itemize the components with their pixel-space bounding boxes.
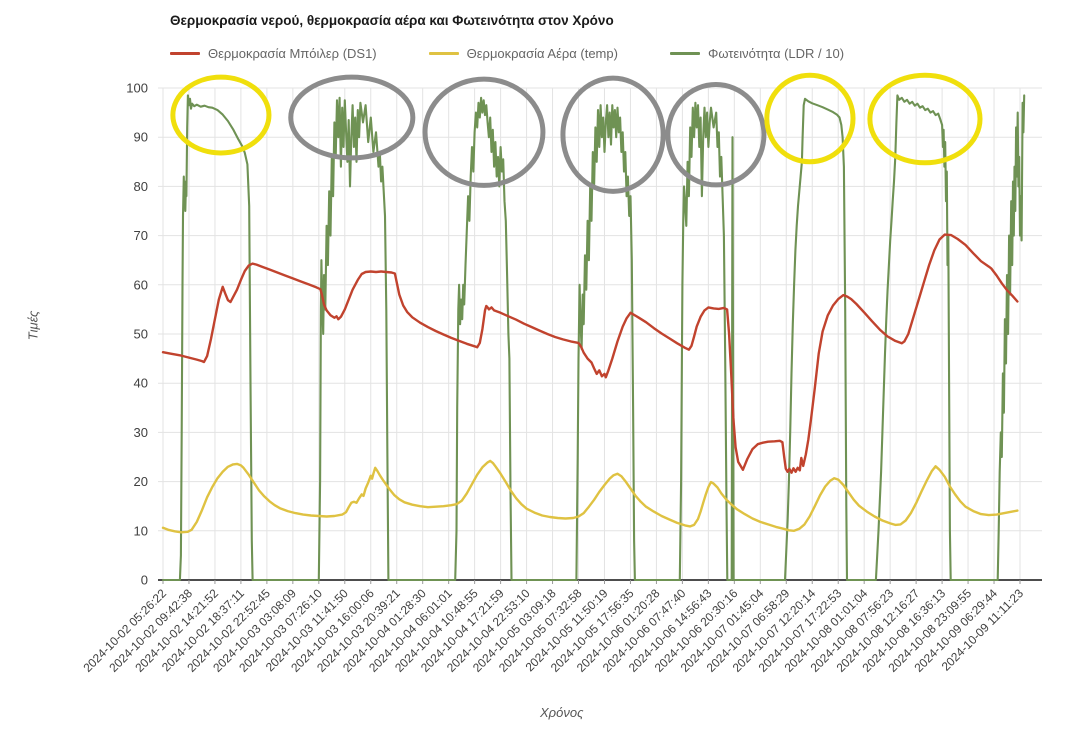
y-tick-label: 0 bbox=[141, 573, 148, 588]
legend-label: Φωτεινότητα (LDR / 10) bbox=[707, 46, 845, 61]
y-tick-label: 90 bbox=[134, 130, 148, 145]
y-tick-label: 50 bbox=[134, 327, 148, 342]
chart-legend: Θερμοκρασία Μπόιλερ (DS1) Θερμοκρασία Αέ… bbox=[170, 46, 844, 61]
legend-line-icon bbox=[170, 52, 200, 55]
y-tick-label: 70 bbox=[134, 228, 148, 243]
annotation-circle bbox=[560, 75, 666, 194]
legend-label: Θερμοκρασία Αέρα (temp) bbox=[466, 46, 618, 61]
annotation-circle bbox=[665, 82, 767, 188]
y-tick-label: 80 bbox=[134, 179, 148, 194]
annotation-circle bbox=[288, 74, 416, 161]
annotation-circle bbox=[422, 76, 546, 188]
series-line-light bbox=[161, 94, 1026, 582]
y-tick-label: 20 bbox=[134, 474, 148, 489]
annotation-circle bbox=[867, 72, 983, 166]
chart-title: Θερμοκρασία νερού, θερμοκρασία αέρα και … bbox=[170, 13, 614, 28]
legend-line-icon bbox=[669, 52, 700, 55]
annotation-circle bbox=[170, 74, 272, 156]
series-line-air bbox=[161, 459, 1019, 534]
legend-item-boiler: Θερμοκρασία Μπόιλερ (DS1) bbox=[170, 46, 377, 61]
y-tick-label: 40 bbox=[134, 376, 148, 391]
y-tick-label: 100 bbox=[126, 81, 148, 96]
x-axis-title: Χρόνος bbox=[540, 705, 584, 720]
series-line-boiler bbox=[161, 233, 1019, 474]
legend-item-air: Θερμοκρασία Αέρα (temp) bbox=[428, 46, 618, 61]
annotation-circle bbox=[764, 72, 856, 165]
legend-line-icon bbox=[428, 52, 459, 55]
y-tick-label: 30 bbox=[134, 425, 148, 440]
legend-item-light: Φωτεινότητα (LDR / 10) bbox=[669, 46, 845, 61]
y-tick-label: 10 bbox=[134, 523, 148, 538]
legend-label: Θερμοκρασία Μπόιλερ (DS1) bbox=[208, 46, 377, 61]
y-tick-label: 60 bbox=[134, 277, 148, 292]
